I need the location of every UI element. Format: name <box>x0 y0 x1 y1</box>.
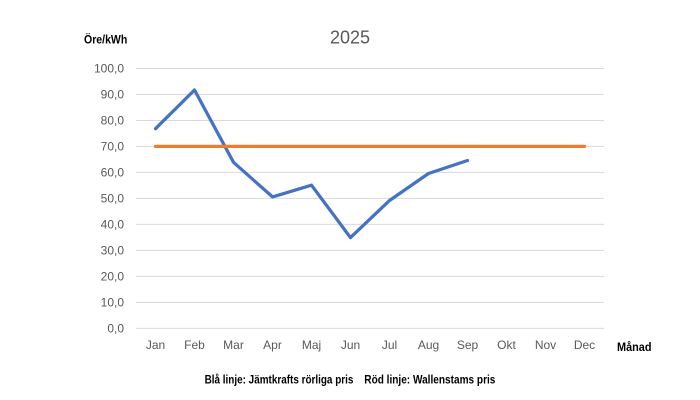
svg-text:60,0: 60,0 <box>101 166 125 180</box>
svg-text:Jul: Jul <box>382 338 397 352</box>
svg-text:100,0: 100,0 <box>94 62 124 76</box>
svg-text:Mar: Mar <box>223 338 244 352</box>
svg-text:Okt: Okt <box>497 338 516 352</box>
svg-text:Månad: Månad <box>617 340 652 354</box>
svg-text:0,0: 0,0 <box>107 322 124 336</box>
svg-text:Blå linje: Jämtkrafts rörliga: Blå linje: Jämtkrafts rörliga pris <box>205 372 354 386</box>
svg-text:Öre/kWh: Öre/kWh <box>84 33 127 46</box>
svg-text:30,0: 30,0 <box>101 244 125 258</box>
svg-text:Nov: Nov <box>535 338 556 352</box>
svg-text:Sep: Sep <box>457 338 479 352</box>
svg-text:20,0: 20,0 <box>101 270 125 284</box>
svg-text:90,0: 90,0 <box>101 88 125 102</box>
svg-text:Dec: Dec <box>574 338 595 352</box>
svg-text:50,0: 50,0 <box>101 192 125 206</box>
svg-text:Jun: Jun <box>341 338 360 352</box>
svg-text:Maj: Maj <box>302 338 321 352</box>
svg-text:80,0: 80,0 <box>101 114 125 128</box>
svg-text:Röd linje: Wallenstams pris: Röd linje: Wallenstams pris <box>364 372 495 386</box>
svg-text:Aug: Aug <box>418 338 439 352</box>
svg-text:2025: 2025 <box>330 28 370 48</box>
svg-text:10,0: 10,0 <box>101 296 125 310</box>
svg-text:40,0: 40,0 <box>101 218 125 232</box>
svg-text:Jan: Jan <box>146 338 165 352</box>
svg-text:70,0: 70,0 <box>101 140 125 154</box>
svg-text:Apr: Apr <box>263 338 282 352</box>
svg-text:Feb: Feb <box>184 338 205 352</box>
